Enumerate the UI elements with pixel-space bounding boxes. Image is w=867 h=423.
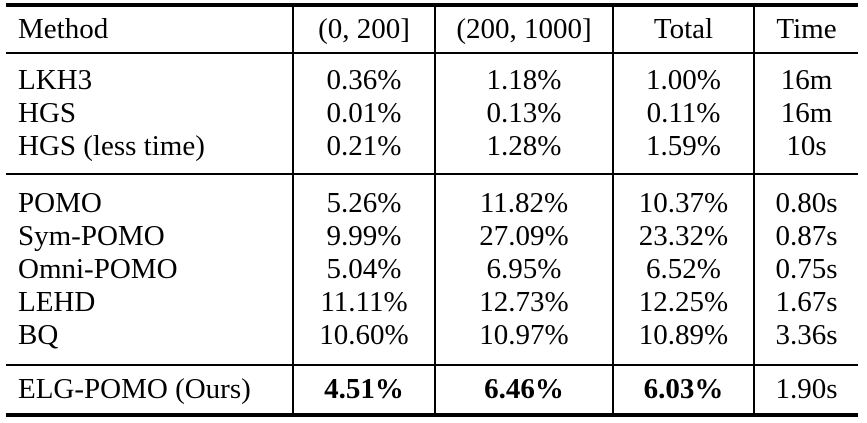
- column-header-gap-0-200: (0, 200]: [292, 5, 435, 53]
- gap-200-1000-cell: 6.95%: [434, 253, 613, 286]
- table-row: LKH3 0.36% 1.18% 1.00% 16m: [6, 53, 858, 97]
- gap-0-200-cell: 0.36%: [292, 53, 435, 97]
- time-cell: 16m: [753, 53, 858, 97]
- gap-0-200-cell: 5.26%: [292, 174, 435, 220]
- table-row: HGS (less time) 0.21% 1.28% 1.59% 10s: [6, 130, 858, 174]
- method-cell: LKH3: [18, 64, 93, 96]
- time-cell: 0.87s: [753, 220, 858, 253]
- row-group-classical-solvers: LKH3 0.36% 1.18% 1.00% 16m HGS 0.01% 0.13% 0.11%…: [6, 53, 858, 174]
- time-cell: 10s: [753, 130, 858, 174]
- table-row: LEHD 11.11% 12.73% 12.25% 1.67s: [6, 286, 858, 319]
- gap-0-200-cell: 11.11%: [292, 286, 435, 319]
- table-row: Omni-POMO 5.04% 6.95% 6.52% 0.75s: [6, 253, 858, 286]
- gap-0-200-cell: 5.04%: [292, 253, 435, 286]
- total-cell: 6.52%: [612, 253, 754, 286]
- method-cell: HGS: [18, 97, 77, 129]
- results-table: Method (0, 200] (200, 1000] Total Time LKH3 0…: [6, 3, 858, 417]
- row-group-neural-baselines: POMO 5.26% 11.82% 10.37% 0.80s Sym-POMO 9.99% 2…: [6, 174, 858, 365]
- total-cell: 0.11%: [612, 97, 754, 130]
- gap-200-1000-cell: 11.82%: [434, 174, 613, 220]
- method-cell: Omni-POMO: [18, 253, 178, 285]
- gap-200-1000-cell: 1.28%: [434, 130, 613, 174]
- method-cell: POMO: [18, 187, 102, 219]
- table-row: BQ 10.60% 10.97% 10.89% 3.36s: [6, 319, 858, 365]
- time-cell: 1.90s: [753, 365, 858, 415]
- gap-200-1000-cell: 6.46%: [434, 365, 613, 415]
- gap-200-1000-cell: 12.73%: [434, 286, 613, 319]
- time-cell: 0.80s: [753, 174, 858, 220]
- method-cell: Sym-POMO: [18, 220, 165, 252]
- method-cell: HGS (less time): [18, 130, 205, 162]
- gap-200-1000-cell: 10.97%: [434, 319, 613, 365]
- total-cell: 12.25%: [612, 286, 754, 319]
- time-cell: 3.36s: [753, 319, 858, 365]
- method-cell: LEHD: [18, 286, 96, 318]
- method-cell: BQ: [18, 319, 59, 351]
- gap-0-200-cell: 0.21%: [292, 130, 435, 174]
- header-row: Method (0, 200] (200, 1000] Total Time: [6, 5, 858, 53]
- time-cell: 16m: [753, 97, 858, 130]
- table-row: ELG-POMO (Ours) 4.51% 6.46% 6.03% 1.90s: [6, 365, 858, 415]
- method-cell: ELG-POMO (Ours): [18, 373, 251, 405]
- total-cell: 10.89%: [612, 319, 754, 365]
- total-cell: 10.37%: [612, 174, 754, 220]
- time-cell: 0.75s: [753, 253, 858, 286]
- table-row: Sym-POMO 9.99% 27.09% 23.32% 0.87s: [6, 220, 858, 253]
- column-header-gap-200-1000: (200, 1000]: [434, 5, 613, 53]
- gap-0-200-cell: 10.60%: [292, 319, 435, 365]
- time-cell: 1.67s: [753, 286, 858, 319]
- row-group-ours: ELG-POMO (Ours) 4.51% 6.46% 6.03% 1.90s: [6, 365, 858, 415]
- gap-200-1000-cell: 1.18%: [434, 53, 613, 97]
- gap-200-1000-cell: 0.13%: [434, 97, 613, 130]
- total-cell: 23.32%: [612, 220, 754, 253]
- column-header-time: Time: [753, 5, 858, 53]
- gap-0-200-cell: 9.99%: [292, 220, 435, 253]
- total-cell: 6.03%: [612, 365, 754, 415]
- column-header-method: Method: [18, 13, 109, 45]
- total-cell: 1.00%: [612, 53, 754, 97]
- column-header-total: Total: [612, 5, 754, 53]
- table-row: HGS 0.01% 0.13% 0.11% 16m: [6, 97, 858, 130]
- gap-0-200-cell: 4.51%: [292, 365, 435, 415]
- total-cell: 1.59%: [612, 130, 754, 174]
- table-header-row: Method (0, 200] (200, 1000] Total Time: [6, 5, 858, 53]
- gap-0-200-cell: 0.01%: [292, 97, 435, 130]
- gap-200-1000-cell: 27.09%: [434, 220, 613, 253]
- table-row: POMO 5.26% 11.82% 10.37% 0.80s: [6, 174, 858, 220]
